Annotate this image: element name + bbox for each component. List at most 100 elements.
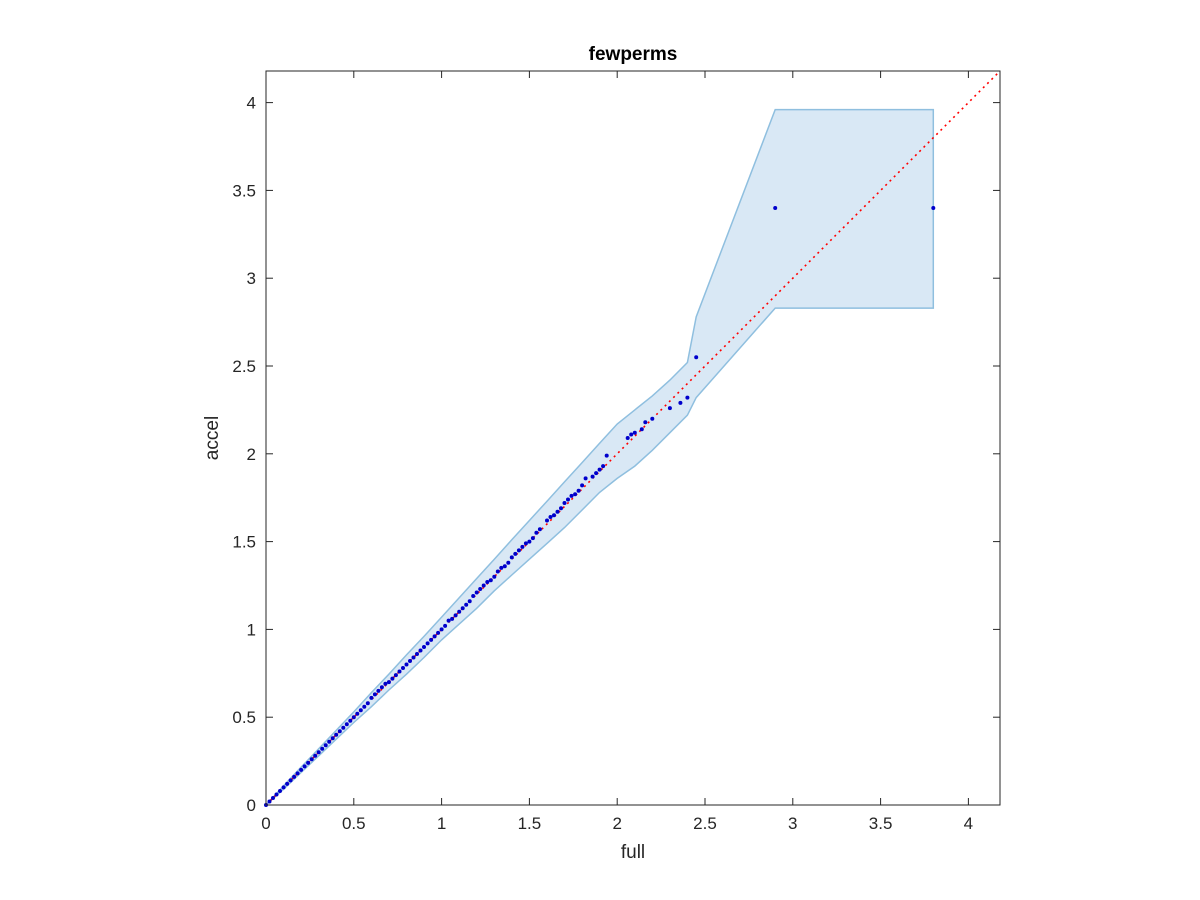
data-point [474,590,479,595]
data-point [502,564,507,569]
data-point [516,548,521,553]
data-point [639,427,644,432]
data-point [467,599,472,604]
y-axis-ticks: 0 0.5 1 1.5 2 2.5 3 3.5 4 [232,94,1000,815]
data-point [694,355,699,360]
data-point [583,476,588,481]
data-point [436,630,441,635]
data-point [411,655,416,660]
identity-line [265,70,1001,806]
data-point [513,551,518,556]
data-point [667,406,672,411]
data-point [323,743,328,748]
data-point [485,580,490,584]
data-point [401,666,405,670]
chart-title: fewperms [589,44,678,65]
data-point [334,732,339,737]
data-point [520,544,525,549]
y-tick-label: 3.5 [232,181,256,200]
data-point [453,613,458,618]
data-point [351,715,356,720]
data-point [562,501,567,505]
data-point [429,637,434,642]
data-point [362,704,367,709]
x-tick-label: 3.5 [869,814,893,833]
y-tick-label: 2.5 [232,357,256,376]
data-point [443,623,448,628]
data-point [404,662,409,667]
data-point [773,206,778,210]
x-tick-label: 1 [437,814,446,833]
data-point [390,676,395,681]
data-point [492,574,497,579]
data-point [327,739,332,744]
data-point [464,602,469,607]
y-tick-label: 1.5 [232,533,256,552]
reference-line [265,70,1001,806]
data-point [302,764,307,769]
data-point [460,606,465,611]
data-point [285,781,290,786]
data-point [369,695,374,700]
data-point [274,792,279,797]
data-point [422,645,426,649]
data-point [341,725,346,730]
data-point [650,416,655,421]
data-point [597,467,602,472]
data-point [415,652,419,656]
x-tick-label: 2.5 [693,814,717,833]
data-point [559,506,563,511]
data-point [495,569,500,574]
x-tick-label: 4 [964,814,973,833]
data-point [573,492,578,497]
data-point [931,206,936,210]
y-tick-label: 2 [247,445,256,464]
data-point [601,464,606,469]
data-point [530,536,535,541]
data-point [580,483,585,488]
data-point [590,474,595,479]
data-point [527,539,532,544]
data-point [383,681,388,686]
data-point [267,799,272,804]
data-point [471,594,476,598]
data-point [643,420,648,425]
data-point [481,583,486,588]
data-point [548,515,553,519]
y-axis-label: accel [202,416,223,460]
data-point [365,701,370,706]
data-point [446,618,451,623]
x-tick-label: 0 [261,814,270,833]
data-point [632,430,637,435]
y-tick-label: 0 [247,796,256,815]
data-point [625,436,630,440]
data-point [386,680,391,685]
x-tick-label: 1.5 [518,814,542,833]
data-point [295,771,300,776]
data-point [408,659,412,663]
data-point [309,757,314,762]
data-point [534,530,539,535]
data-point [281,785,286,790]
x-axis-ticks: 0 0.5 1 1.5 2 2.5 3 3.5 4 [261,71,973,833]
data-point [379,685,384,690]
data-point [545,518,549,523]
data-point [271,796,275,800]
data-point [376,688,381,693]
y-tick-label: 3 [247,269,256,288]
data-point [292,774,297,779]
data-point [320,746,325,751]
data-point [313,753,318,758]
data-point [450,616,455,621]
data-point [278,789,282,793]
data-point [537,527,542,532]
data-point [432,634,437,639]
data-point [576,488,581,493]
data-point [393,673,398,678]
data-point [509,555,514,560]
data-point [594,471,599,476]
data-point [344,722,349,727]
data-point [569,493,574,498]
axes-box [265,70,1001,806]
